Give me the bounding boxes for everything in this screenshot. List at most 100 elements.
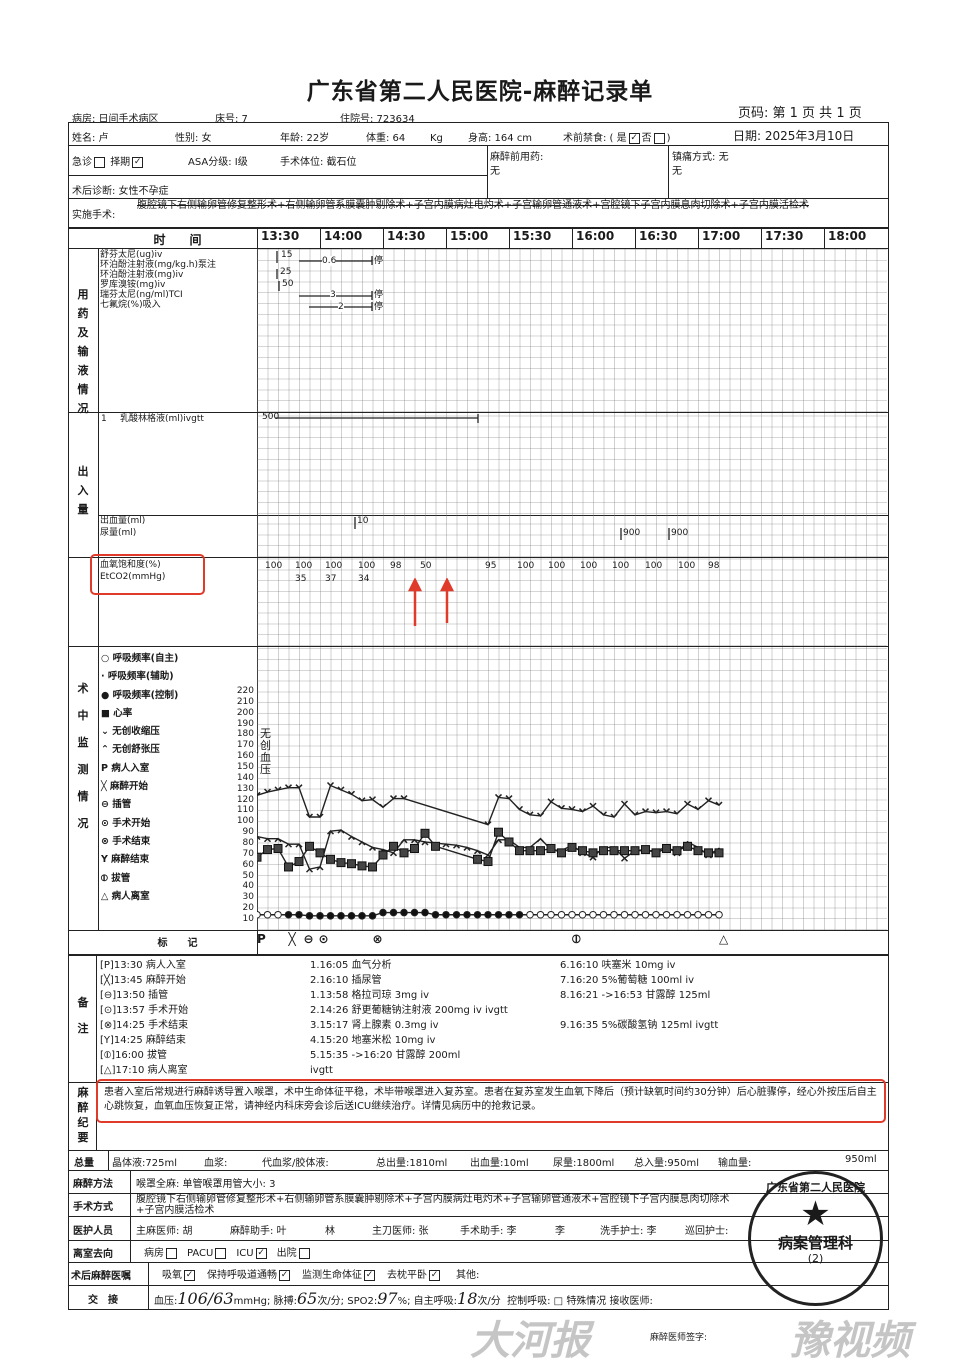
resp-controlled-point [421, 908, 429, 917]
orders-options: 吸氧 ✓ 保持呼吸道通畅 ✓ 监测生命体征 ✓ 去枕平卧 ✓ 其他: [152, 1266, 479, 1281]
ward: 病房: 日间手术病区 [72, 114, 159, 125]
resp-controlled-point [505, 910, 513, 919]
heart-rate-point [557, 848, 566, 858]
elective-checkbox[interactable]: ✓ [132, 156, 144, 168]
input-total: 总入量:950ml [634, 1158, 699, 1169]
marker-4: ⊗ [372, 932, 383, 946]
io-section-label: 出入量 [77, 465, 89, 516]
resp-spontaneous-point [274, 910, 282, 919]
emergency-checkbox[interactable] [94, 156, 105, 168]
order-checkbox[interactable]: ✓ [364, 1269, 375, 1281]
legend-item: ● 呼吸频率(控制) [101, 689, 179, 701]
systolic-point [257, 791, 261, 797]
pulse-unit: 次/分; [317, 1296, 345, 1307]
time-label: 15:30 [509, 229, 572, 248]
heart-rate-point [284, 862, 293, 872]
legend-item: ⦶ 拔管 [101, 872, 131, 884]
systolic-point [704, 797, 713, 802]
order-checkbox[interactable]: ✓ [429, 1269, 440, 1281]
destination-checkbox[interactable]: ✓ [255, 1247, 267, 1259]
y-tick: 60 [242, 859, 254, 870]
heart-rate-point [672, 846, 682, 856]
resp-spontaneous-point [536, 910, 545, 919]
resp-controlled-point [379, 908, 387, 917]
analgesia-label: 镇痛方式: 无 [672, 148, 729, 163]
io-grid [257, 413, 887, 557]
resp-controlled-point [389, 908, 398, 917]
special-label: 特殊情况 [566, 1296, 607, 1307]
time-label: 17:00 [698, 229, 761, 248]
surgery-method-label: 手术方式 [73, 1202, 113, 1213]
heart-rate-point [294, 857, 304, 867]
y-tick: 110 [236, 805, 254, 816]
systolic-point [316, 813, 324, 819]
marker-5: ⦶ [572, 932, 581, 946]
legend-item: △ 病人离室 [101, 890, 150, 902]
resp-spontaneous-point [694, 910, 702, 919]
heart-rate-point [609, 846, 619, 856]
stamp-dept: 病案管理科 [777, 1234, 853, 1252]
summary-section-label: 麻醉纪要 [77, 1086, 89, 1144]
marker-2: ⊖ [303, 932, 314, 946]
systolic-point [326, 781, 335, 787]
ciprofol-dose: 25 [280, 267, 292, 277]
resp-spontaneous-point [683, 910, 692, 919]
diastolic-point [295, 843, 303, 848]
anesthesia-chart [68, 228, 889, 955]
fasting: 术前禁食: ( 是 ✓ 否) [563, 132, 671, 144]
handover-label: 交 接 [88, 1295, 118, 1306]
order-checkbox[interactable]: ✓ [279, 1269, 290, 1281]
spo2-value: 98 [390, 561, 402, 571]
highlight-summary [96, 1079, 886, 1123]
stop-mark: 停 [374, 256, 384, 266]
heart-rate-point [368, 862, 377, 872]
orders-label: 术后麻醉医嘱 [71, 1271, 131, 1282]
resp-controlled-point [400, 908, 408, 917]
spo2-value: 100 [548, 561, 566, 571]
resp-label: 自主呼吸: [413, 1296, 458, 1307]
urine-mark: 900 [623, 528, 641, 538]
destination-checkbox[interactable] [298, 1247, 310, 1259]
note-item: 5.15:35 ->16:20 甘露醇 200ml [310, 1050, 461, 1061]
spo2-value: 100 [612, 561, 630, 571]
legend-item: ⌄ 无创收缩压 [101, 726, 160, 738]
note-item [560, 1003, 718, 1018]
heart-rate-point [504, 837, 514, 847]
sevoflurane-dose: 2 [338, 302, 344, 312]
diastolic-point [358, 840, 366, 846]
legend-item: ⊗ 手术结束 [101, 835, 151, 847]
spo2-label: 血氧饱和度(%) [100, 560, 161, 570]
bp-label: 血压: [154, 1296, 178, 1307]
event-item: [⦶]16:00 拔管 [100, 1050, 168, 1061]
fasting-no-checkbox[interactable] [653, 132, 665, 144]
destination-checkbox[interactable] [215, 1247, 227, 1259]
spo2-value: 98 [708, 561, 720, 571]
resp-controlled-point [431, 910, 440, 919]
systolic-point [547, 798, 555, 803]
heart-rate-point [326, 854, 335, 864]
drug-name: 环泊酚注射液(mg)iv [100, 270, 184, 280]
time-label: 15:00 [446, 229, 509, 248]
hospital-stamp: 广东省第二人民医院 ★ 病案管理科 (2) [748, 1171, 883, 1306]
heart-rate-point [347, 859, 356, 869]
transfusion-total: 输血量: [718, 1158, 752, 1169]
diastolic-point [305, 868, 314, 873]
spo2-value: 100 [580, 561, 598, 571]
marker-3: ⊙ [318, 932, 329, 946]
y-tick: 210 [236, 696, 254, 707]
fasting-yes-checkbox[interactable]: ✓ [628, 132, 640, 144]
y-tick: 50 [242, 870, 254, 881]
remifentanil-dose: 3 [330, 290, 336, 300]
y-tick: 200 [236, 707, 254, 718]
note-item: ivgtt [310, 1065, 333, 1076]
heart-rate-point [483, 857, 493, 867]
spo2-value: 100 [265, 561, 283, 571]
resp-spontaneous-point [704, 910, 713, 919]
diastolic-point [473, 849, 482, 855]
y-tick: 30 [242, 892, 254, 903]
ciprofol-rate: 0.6 [322, 256, 337, 266]
destination-checkbox[interactable] [166, 1247, 177, 1259]
order-checkbox[interactable]: ✓ [184, 1269, 195, 1281]
resp-controlled-point [473, 910, 482, 919]
y-tick: 80 [242, 838, 254, 849]
